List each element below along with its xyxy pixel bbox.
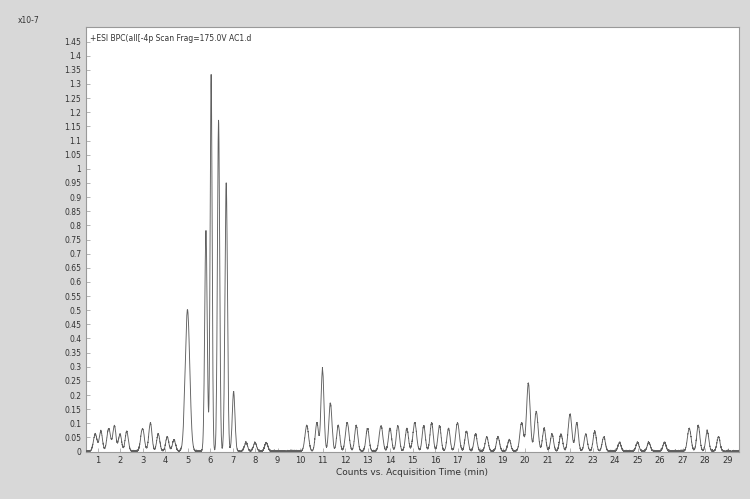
Text: +ESI BPC(all[-4p Scan Frag=175.0V AC1.d: +ESI BPC(all[-4p Scan Frag=175.0V AC1.d bbox=[89, 34, 251, 43]
Text: x10-7: x10-7 bbox=[18, 16, 40, 25]
X-axis label: Counts vs. Acquisition Time (min): Counts vs. Acquisition Time (min) bbox=[337, 468, 488, 477]
